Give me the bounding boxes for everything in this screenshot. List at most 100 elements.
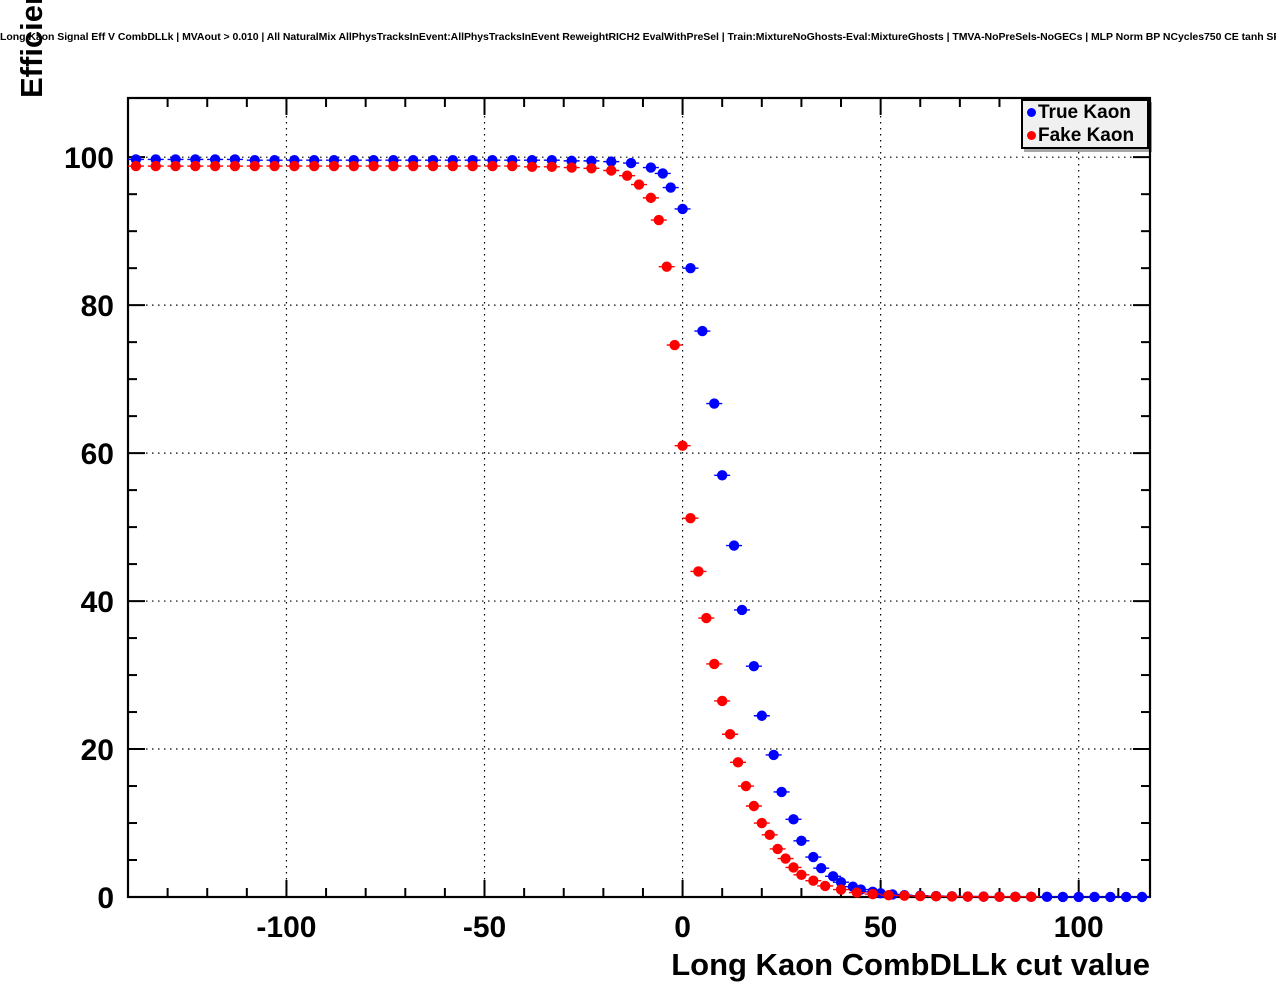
data-point bbox=[150, 160, 161, 172]
data-point bbox=[467, 160, 478, 172]
data-point bbox=[816, 862, 827, 874]
xtick-label: -100 bbox=[256, 911, 316, 944]
data-point bbox=[249, 160, 260, 172]
data-point bbox=[1136, 891, 1148, 903]
data-point bbox=[289, 160, 300, 172]
data-point bbox=[709, 658, 720, 670]
legend-label-fake-kaon: Fake Kaon bbox=[1038, 125, 1135, 146]
data-point bbox=[808, 851, 819, 863]
data-point bbox=[348, 160, 359, 172]
data-point bbox=[772, 843, 783, 855]
data-point bbox=[1121, 891, 1132, 903]
xtick-label: -50 bbox=[463, 911, 506, 944]
data-point bbox=[736, 604, 748, 616]
chart-legend[interactable]: True Kaon Fake Kaon bbox=[1021, 99, 1149, 149]
data-point bbox=[1105, 891, 1116, 903]
data-point bbox=[229, 160, 241, 172]
ytick-label: 20 bbox=[81, 734, 114, 767]
data-point bbox=[994, 891, 1005, 902]
ytick-label: 0 bbox=[97, 882, 114, 915]
data-point bbox=[209, 160, 221, 172]
data-point bbox=[368, 160, 379, 172]
data-point bbox=[677, 203, 688, 215]
data-point bbox=[586, 155, 597, 167]
y-axis-title: Efficiency / % bbox=[14, 0, 49, 98]
data-point bbox=[130, 160, 142, 172]
series-true-kaon bbox=[127, 154, 1151, 903]
data-point bbox=[915, 890, 926, 902]
data-point bbox=[1041, 891, 1053, 903]
ytick-label: 100 bbox=[64, 142, 114, 175]
legend-entry-true-kaon[interactable]: True Kaon bbox=[1023, 101, 1147, 124]
data-point bbox=[685, 262, 696, 274]
data-point bbox=[427, 160, 439, 172]
data-point bbox=[748, 800, 760, 812]
series-fake-kaon bbox=[127, 160, 1040, 903]
data-point bbox=[665, 182, 676, 193]
data-point bbox=[408, 160, 419, 172]
data-point bbox=[190, 160, 201, 172]
legend-entry-fake-kaon[interactable]: Fake Kaon bbox=[1023, 124, 1147, 147]
xtick-label: 100 bbox=[1054, 911, 1104, 944]
data-point bbox=[768, 749, 779, 761]
data-point bbox=[748, 660, 760, 672]
legend-marker-true-kaon bbox=[1027, 108, 1036, 117]
data-point bbox=[170, 160, 181, 172]
page-title: Long Kaon Signal Eff V CombDLLk | MVAout… bbox=[0, 31, 1276, 43]
data-point bbox=[606, 156, 617, 167]
data-point bbox=[625, 157, 637, 169]
data-point bbox=[269, 160, 280, 172]
data-point bbox=[645, 192, 657, 204]
data-point bbox=[606, 165, 617, 176]
data-point bbox=[867, 888, 878, 900]
data-point bbox=[788, 814, 799, 825]
data-point bbox=[388, 160, 399, 172]
data-point bbox=[308, 160, 320, 172]
ytick-label: 80 bbox=[81, 290, 114, 323]
data-point bbox=[827, 871, 839, 882]
data-point bbox=[1073, 891, 1084, 903]
data-point bbox=[883, 889, 894, 901]
data-point bbox=[764, 829, 775, 841]
data-point bbox=[776, 786, 787, 798]
data-point bbox=[796, 835, 807, 846]
data-point bbox=[930, 891, 942, 902]
data-point bbox=[546, 161, 558, 173]
data-point bbox=[788, 862, 799, 873]
data-point bbox=[1089, 891, 1100, 903]
data-point bbox=[835, 884, 847, 895]
data-point bbox=[507, 160, 518, 172]
data-point bbox=[716, 470, 728, 481]
data-point bbox=[875, 888, 886, 899]
data-point bbox=[645, 162, 657, 173]
data-point bbox=[566, 162, 577, 173]
data-point bbox=[851, 887, 863, 898]
data-point bbox=[661, 261, 672, 272]
data-point bbox=[962, 891, 973, 902]
legend-marker-fake-kaon bbox=[1027, 131, 1036, 140]
data-point bbox=[1025, 891, 1037, 903]
x-axis-title: Long Kaon CombDLLk cut value bbox=[671, 947, 1150, 982]
data-point bbox=[796, 869, 807, 881]
data-point bbox=[697, 325, 708, 337]
data-point bbox=[716, 695, 728, 707]
data-point bbox=[677, 440, 688, 451]
data-point bbox=[633, 179, 645, 190]
data-point bbox=[756, 710, 767, 721]
data-point bbox=[653, 214, 665, 226]
plot-frame bbox=[126, 96, 1152, 899]
data-point bbox=[780, 853, 791, 864]
data-point bbox=[899, 890, 910, 901]
data-point bbox=[1057, 891, 1069, 903]
data-point bbox=[724, 729, 736, 740]
data-point bbox=[819, 880, 831, 892]
data-point bbox=[978, 891, 989, 902]
data-point bbox=[756, 817, 767, 829]
data-point bbox=[732, 757, 744, 768]
data-point bbox=[586, 163, 597, 174]
legend-label-true-kaon: True Kaon bbox=[1038, 102, 1131, 123]
data-point bbox=[669, 339, 680, 351]
data-point bbox=[701, 612, 712, 624]
xtick-label: 50 bbox=[864, 911, 897, 944]
